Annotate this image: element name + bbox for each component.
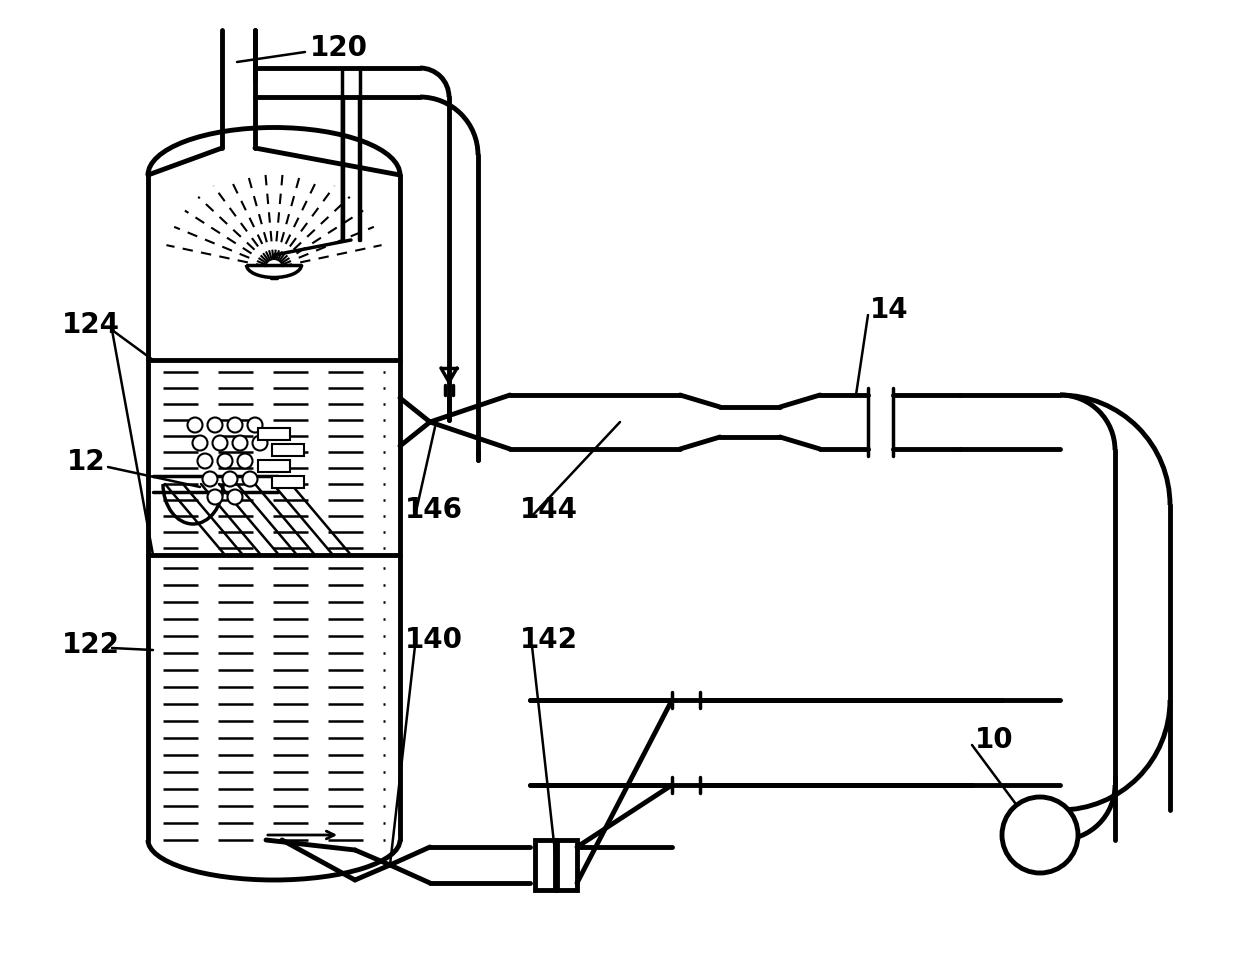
Circle shape [217,453,233,468]
Bar [272,444,304,456]
Text: 10: 10 [975,726,1013,754]
Circle shape [253,436,268,450]
Circle shape [187,418,202,432]
Text: 120: 120 [310,34,368,62]
Text: 12: 12 [67,448,105,476]
Circle shape [233,436,248,450]
Circle shape [227,418,243,432]
Text: 142: 142 [520,626,578,654]
Circle shape [238,453,253,468]
Bar [272,476,304,488]
Circle shape [222,471,238,487]
Circle shape [207,490,222,505]
Circle shape [207,418,222,432]
Bar [258,428,290,440]
Text: 124: 124 [62,311,120,339]
Text: 146: 146 [405,496,463,524]
Circle shape [197,453,212,468]
Bar [534,840,556,890]
Text: 122: 122 [62,631,120,659]
Text: 140: 140 [405,626,463,654]
Circle shape [1002,797,1078,873]
Bar [557,840,577,890]
Bar [258,460,290,472]
Circle shape [212,436,227,450]
Circle shape [243,471,258,487]
Text: 144: 144 [520,496,578,524]
Circle shape [202,471,217,487]
Circle shape [227,490,243,505]
Text: 14: 14 [870,296,909,324]
Circle shape [192,436,207,450]
Circle shape [248,418,263,432]
